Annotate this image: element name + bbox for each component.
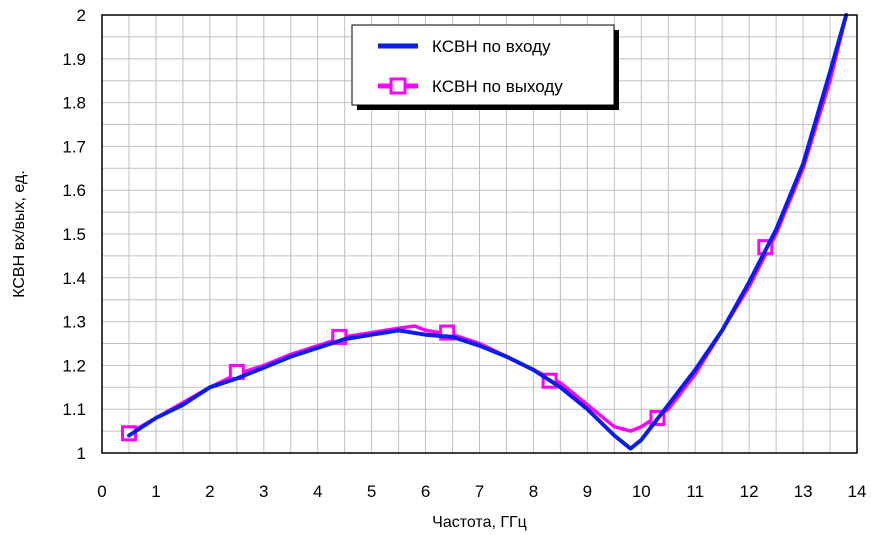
legend: КСВН по входу КСВН по выходу — [351, 24, 619, 110]
grid — [102, 15, 857, 453]
x-tick-label: 0 — [97, 482, 106, 501]
tick-labels: 0 1 2 3 4 5 6 7 8 9 10 11 12 13 1411.11.21.31.41.51.61… — [62, 6, 866, 501]
y-tick-label: 2 — [77, 6, 86, 25]
y-tick-label: 1.7 — [62, 137, 86, 156]
x-tick-label: 14 — [848, 482, 867, 501]
legend-marker-output — [389, 77, 407, 95]
x-tick-label: 13 — [794, 482, 813, 501]
x-tick-label: 2 — [205, 482, 214, 501]
plot-area-frame — [101, 14, 858, 454]
x-tick-label: 9 — [583, 482, 592, 501]
series-line-input — [127, 13, 849, 451]
legend-label-output: КСВН по выходу — [432, 77, 563, 96]
y-tick-label: 1.8 — [62, 94, 86, 113]
x-tick-label: 8 — [529, 482, 538, 501]
y-tick-label: 1.6 — [62, 181, 86, 200]
legend-label-input: КСВН по входу — [432, 37, 551, 56]
y-tick-label: 1 — [77, 444, 86, 463]
x-tick-label: 6 — [421, 482, 430, 501]
y-tick-label: 1.5 — [62, 225, 86, 244]
x-tick-label: 12 — [740, 482, 759, 501]
x-tick-label: 5 — [367, 482, 376, 501]
y-tick-label: 1.3 — [62, 313, 86, 332]
y-tick-label: 1.9 — [62, 50, 86, 69]
x-tick-label: 1 — [151, 482, 160, 501]
y-axis-title: КСВН вх/вых, ед. — [11, 170, 28, 298]
x-tick-label: 11 — [686, 482, 704, 501]
y-tick-label: 1.1 — [62, 400, 86, 419]
series-layer — [120, 13, 849, 451]
x-tick-label: 10 — [632, 482, 651, 501]
y-tick-label: 1.2 — [62, 356, 86, 375]
x-tick-label: 3 — [259, 482, 268, 501]
x-tick-label: 7 — [475, 482, 484, 501]
x-tick-label: 4 — [313, 482, 322, 501]
x-axis-title: Частота, ГГц — [432, 514, 527, 531]
y-tick-label: 1.4 — [62, 269, 86, 288]
